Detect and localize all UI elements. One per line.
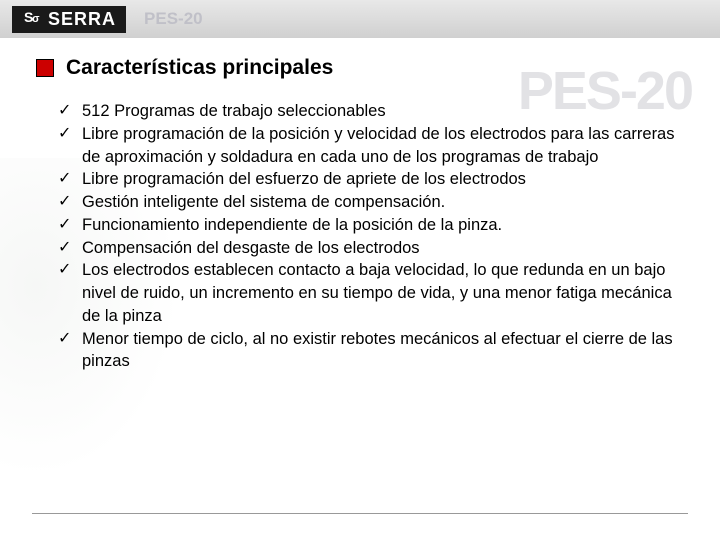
- list-item: Gestión inteligente del sistema de compe…: [58, 191, 688, 214]
- feature-text: Compensación del desgaste de los electro…: [82, 239, 420, 257]
- logo-symbol-icon: [22, 9, 42, 29]
- content-area: PES-20 Características principales 512 P…: [0, 38, 720, 393]
- feature-text: Funcionamiento independiente de la posic…: [82, 216, 502, 234]
- section-title-row: Características principales: [36, 56, 688, 80]
- list-item: Libre programación del esfuerzo de aprie…: [58, 168, 688, 191]
- list-item: 512 Programas de trabajo seleccionables: [58, 100, 688, 123]
- header-subtitle: PES-20: [144, 9, 203, 29]
- feature-text: Los electrodos establecen contacto a baj…: [82, 261, 672, 325]
- list-item: Los electrodos establecen contacto a baj…: [58, 259, 688, 327]
- logo-text: SERRA: [48, 9, 116, 30]
- list-item: Libre programación de la posición y velo…: [58, 123, 688, 169]
- list-item: Compensación del desgaste de los electro…: [58, 237, 688, 260]
- header-bar: SERRA PES-20: [0, 0, 720, 38]
- feature-text: Menor tiempo de ciclo, al no existir reb…: [82, 330, 673, 371]
- bullet-square-icon: [36, 59, 54, 77]
- brand-logo: SERRA: [12, 6, 126, 33]
- section-title: Características principales: [66, 56, 333, 80]
- feature-text: Libre programación de la posición y velo…: [82, 125, 675, 166]
- footer-divider: [32, 513, 688, 514]
- feature-list: 512 Programas de trabajo seleccionables …: [36, 100, 688, 373]
- list-item: Menor tiempo de ciclo, al no existir reb…: [58, 328, 688, 374]
- feature-text: 512 Programas de trabajo seleccionables: [82, 102, 386, 120]
- list-item: Funcionamiento independiente de la posic…: [58, 214, 688, 237]
- feature-text: Gestión inteligente del sistema de compe…: [82, 193, 445, 211]
- feature-text: Libre programación del esfuerzo de aprie…: [82, 170, 526, 188]
